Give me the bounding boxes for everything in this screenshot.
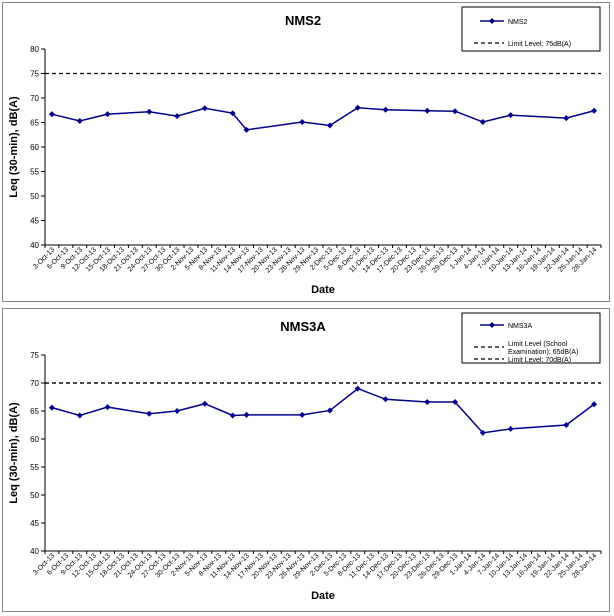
data-point [563, 422, 570, 428]
data-point [507, 112, 514, 119]
y-tick-label: 55 [30, 463, 39, 472]
data-point [146, 410, 153, 417]
chart-title: NMS2 [285, 13, 321, 28]
y-tick-label: 75 [30, 351, 39, 360]
data-point [452, 108, 459, 115]
series-line [51, 387, 595, 434]
y-tick-label: 40 [30, 241, 39, 250]
data-point [243, 126, 250, 133]
data-point [452, 399, 459, 406]
chart-panel-nms3a: NMS3A 40 45 50 55 60 65 70 75 3-Oct-13 6-Oct-13 9-O… [2, 308, 610, 612]
data-point [507, 425, 514, 432]
data-point [563, 115, 570, 122]
data-point [174, 113, 181, 120]
data-point [424, 399, 431, 406]
data-point [174, 408, 181, 414]
data-point [326, 122, 333, 129]
data-point [591, 401, 598, 408]
data-point [104, 404, 111, 411]
nms2-chart: NMS24045505560657075803-Oct-136-Oct-139-… [8, 6, 602, 296]
data-point [479, 119, 486, 126]
data-point [229, 110, 236, 117]
nms3a-chart: NMS3A40455055606570753-Oct-136-Oct-139-O… [8, 312, 602, 602]
y-tick-label: 60 [30, 435, 39, 444]
series-line [51, 107, 595, 131]
legend-marker [489, 18, 495, 24]
y-tick-label: 50 [30, 192, 39, 201]
legend-label: NMS3A [508, 323, 532, 330]
legend-box [461, 312, 601, 364]
y-axis-title: Leq (30-min), dB(A) [8, 96, 20, 198]
y-tick-label: 75 [30, 70, 39, 79]
data-point [479, 429, 486, 436]
y-tick-label: 70 [30, 94, 39, 103]
data-point [229, 412, 236, 419]
y-axis-title: Leq (30-min), dB(A) [8, 402, 20, 504]
y-tick-label: 40 [30, 547, 39, 556]
data-point [201, 400, 208, 407]
data-point [76, 412, 83, 419]
data-point [326, 407, 333, 414]
data-point [76, 118, 83, 125]
legend-box [461, 6, 601, 52]
legend-label: Limit Level: 75dB(A) [508, 41, 571, 48]
data-point [104, 111, 111, 118]
data-point [299, 119, 306, 126]
data-point [299, 411, 306, 418]
data-point [591, 107, 598, 114]
y-tick-label: 55 [30, 168, 39, 177]
data-point [201, 105, 208, 112]
legend-marker [489, 322, 495, 328]
y-tick-label: 45 [30, 519, 39, 528]
data-point [424, 107, 431, 114]
y-tick-label: 65 [30, 407, 39, 416]
x-axis-title: Date [311, 590, 335, 602]
data-point [382, 106, 389, 113]
data-point [48, 404, 55, 411]
data-point [48, 111, 55, 118]
x-axis-title: Date [311, 284, 335, 296]
chart-title: NMS3A [280, 319, 326, 334]
y-tick-label: 80 [30, 45, 39, 54]
y-tick-label: 70 [30, 379, 39, 388]
legend-label: Limit Level: 70dB(A) [508, 357, 571, 364]
data-point [382, 396, 389, 403]
chart-panel-nms2: NMS2 40 45 50 55 60 65 70 75 80 3-Oct-13 6-Oct-13 9-… [2, 2, 610, 302]
data-point [243, 411, 250, 418]
y-tick-label: 45 [30, 217, 39, 226]
y-tick-label: 60 [30, 143, 39, 152]
data-point [354, 104, 361, 111]
data-point [146, 108, 153, 115]
y-tick-label: 65 [30, 119, 39, 128]
y-tick-label: 50 [30, 491, 39, 500]
legend-label: NMS2 [508, 19, 528, 26]
legend-label: Limit Level (School Examination): 65dB(A) [508, 341, 578, 356]
data-point [354, 385, 361, 392]
